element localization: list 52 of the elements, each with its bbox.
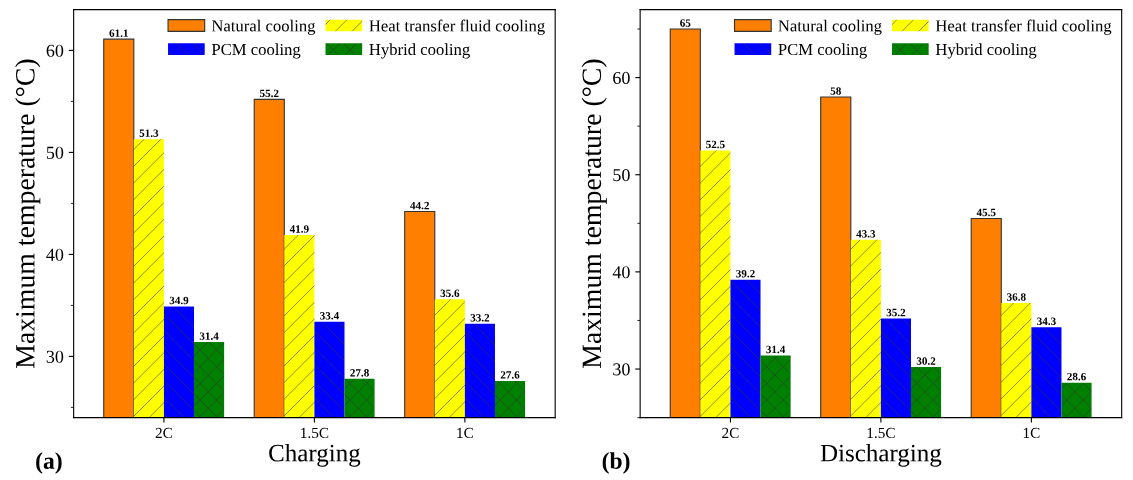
y-tick-label: 30 (613, 363, 630, 376)
legend-label: Natural cooling (211, 19, 316, 35)
legend-label: PCM cooling (778, 43, 867, 59)
data-label: 61.1 (109, 29, 128, 37)
data-label: 33.2 (470, 314, 490, 322)
data-label: 30.2 (916, 357, 936, 365)
data-label: 51.3 (139, 129, 159, 137)
x-tick-label: 2C (722, 427, 739, 439)
legend-label: PCM cooling (211, 43, 301, 59)
y-tick-label: 40 (612, 266, 630, 279)
data-label: 31.4 (199, 332, 219, 340)
x-tick-label: 1.5C (301, 427, 329, 439)
legend-label: Hybrid cooling (369, 43, 470, 59)
data-label: 36.8 (1007, 293, 1026, 301)
x-tick-label: 1.5C (867, 427, 895, 439)
x-tick-label: 1C (1023, 427, 1040, 439)
data-label: 27.8 (350, 369, 369, 377)
legend-label: Heat transfer fluid cooling (369, 19, 545, 35)
data-label: 35.6 (440, 289, 460, 298)
data-label: 41.9 (289, 225, 309, 233)
data-label: 55.2 (259, 89, 279, 98)
y-tick-label: 60 (46, 44, 64, 57)
data-label: 35.2 (886, 308, 906, 317)
data-label: 34.9 (169, 296, 189, 305)
legend-label: Hybrid cooling (935, 43, 1037, 59)
y-axis-title: Maximum temperature (°C) (15, 59, 41, 368)
data-label: 58 (830, 87, 841, 95)
y-tick-label: 50 (46, 146, 64, 159)
data-label: 33.4 (320, 312, 339, 320)
x-axis-title: Discharging (820, 443, 942, 467)
data-label: 39.2 (736, 269, 755, 278)
x-tick-label: 1C (457, 427, 473, 439)
y-tick-label: 50 (613, 169, 630, 182)
legend-label: Natural cooling (778, 19, 882, 35)
y-tick-label: 30 (46, 350, 64, 363)
data-label: 43.3 (856, 230, 876, 238)
data-label: 27.6 (500, 371, 520, 379)
data-label: 65 (680, 19, 691, 27)
data-label: 45.5 (976, 208, 996, 217)
data-label: 31.4 (766, 345, 786, 354)
x-tick-label: 2C (155, 427, 172, 439)
y-tick-label: 40 (46, 248, 64, 261)
legend-label: Heat transfer fluid cooling (935, 19, 1112, 35)
y-tick-label: 60 (613, 71, 630, 85)
x-axis-title: Charging (269, 443, 361, 467)
data-label: 28.6 (1067, 372, 1086, 381)
text: (a) (36, 452, 62, 474)
text: (b) (602, 452, 630, 474)
y-axis-title: Maximum temperature (°C) (581, 59, 607, 368)
data-label: 44.2 (410, 201, 429, 210)
data-label: 34.3 (1037, 317, 1056, 326)
data-label: 52.5 (706, 140, 725, 149)
